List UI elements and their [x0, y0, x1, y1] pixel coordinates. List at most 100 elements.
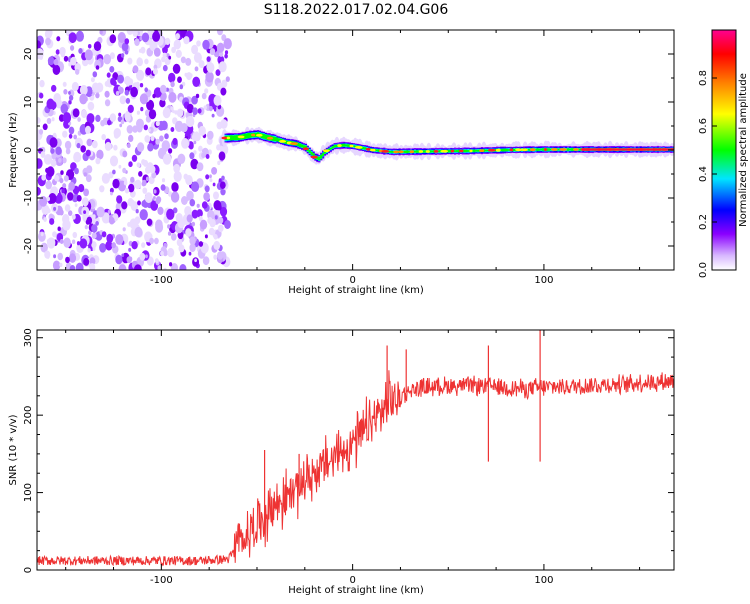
ridge-segment [503, 148, 506, 152]
noise-blob [204, 234, 208, 239]
ridge-segment [299, 143, 302, 147]
y-tick-label: 0 [23, 567, 34, 573]
noise-blob [59, 177, 64, 184]
noise-blob [72, 231, 78, 239]
colorbar-tick-label: 0.4 [698, 166, 709, 182]
noise-blob [208, 227, 215, 236]
ridge-strong-segment [582, 148, 674, 151]
noise-blob [52, 260, 61, 270]
noise-blob [91, 241, 97, 249]
y-tick-label: 10 [23, 96, 34, 109]
ridge-segment [377, 149, 380, 152]
noise-blob [92, 246, 96, 251]
noise-blob [85, 174, 92, 183]
noise-blob [119, 123, 123, 128]
noise-blob [68, 210, 73, 217]
noise-blob [44, 250, 51, 259]
noise-blob [137, 200, 141, 206]
noise-blob [113, 144, 118, 151]
noise-blob [39, 196, 48, 207]
noise-blob [75, 68, 80, 75]
noise-blob [162, 107, 171, 119]
ridge-segment [272, 136, 275, 141]
noise-blob [209, 174, 212, 179]
y-tick-label: 0 [23, 147, 34, 153]
ridge-peak [349, 144, 354, 148]
noise-blob [132, 65, 139, 74]
noise-blob [96, 149, 104, 160]
noise-blob [109, 34, 117, 44]
noise-blob [137, 31, 140, 36]
noise-blob [83, 172, 88, 177]
noise-blob [131, 154, 138, 162]
noise-blob [176, 108, 184, 118]
ridge-segment [331, 146, 334, 149]
noise-blob [125, 97, 131, 104]
ridge-segment [557, 148, 560, 151]
noise-blob [209, 48, 216, 56]
noise-blob [128, 161, 133, 168]
noise-blob [141, 32, 150, 43]
noise-blob [168, 55, 172, 60]
noise-blob [127, 57, 133, 65]
noise-blob [144, 87, 148, 93]
noise-blob [121, 42, 129, 52]
noise-blob [62, 81, 67, 87]
noise-blob [194, 258, 198, 263]
ridge-peak [509, 148, 514, 152]
noise-blob [198, 215, 203, 222]
noise-blob [69, 265, 76, 270]
ridge-segment [484, 149, 487, 152]
noise-blob [213, 240, 221, 250]
noise-blob [134, 226, 143, 238]
colorbar-tick-label: 0.2 [698, 214, 709, 230]
noise-blob [189, 236, 196, 245]
noise-blob [101, 173, 110, 184]
ridge-peak [322, 149, 330, 153]
noise-blob [153, 189, 157, 194]
noise-blob [78, 184, 85, 193]
noise-blob [101, 134, 106, 141]
noise-blob [64, 140, 72, 150]
noise-blob [109, 113, 117, 122]
noise-blob [38, 231, 46, 242]
x-tick-label: 100 [534, 275, 553, 286]
noise-blob [140, 106, 144, 112]
noise-blob [136, 69, 145, 81]
noise-blob [95, 92, 100, 99]
ridge-segment [549, 148, 552, 151]
noise-blob [128, 134, 134, 142]
noise-blob [79, 93, 88, 105]
ridge-segment [249, 133, 252, 138]
ridge-segment [230, 135, 233, 141]
noise-blob [170, 106, 174, 111]
noise-blob [45, 180, 52, 190]
noise-blob [95, 221, 99, 226]
ridge-peak [543, 148, 548, 151]
noise-blob [213, 200, 222, 211]
noise-blob [81, 109, 88, 119]
noise-blob [68, 32, 77, 44]
noise-blob [204, 88, 209, 94]
noise-blob [76, 195, 82, 202]
ridge-segment [341, 144, 344, 147]
noise-blob [89, 263, 96, 270]
noise-blob [177, 76, 182, 83]
y-tick-label: 300 [23, 328, 34, 347]
noise-blob [46, 208, 51, 214]
noise-blob [107, 209, 111, 214]
noise-blob [76, 142, 81, 149]
noise-blob [59, 46, 66, 56]
noise-blob [141, 242, 146, 248]
noise-blob [189, 73, 193, 78]
ridge-segment [343, 143, 346, 147]
noise-blob [70, 56, 77, 66]
noise-blob [179, 84, 184, 90]
noise-blob [58, 158, 62, 163]
noise-blob [87, 44, 92, 49]
ridge-peak [226, 136, 231, 140]
noise-blob [160, 250, 164, 256]
noise-blob [153, 64, 158, 70]
y-tick-label: -10 [23, 190, 34, 206]
